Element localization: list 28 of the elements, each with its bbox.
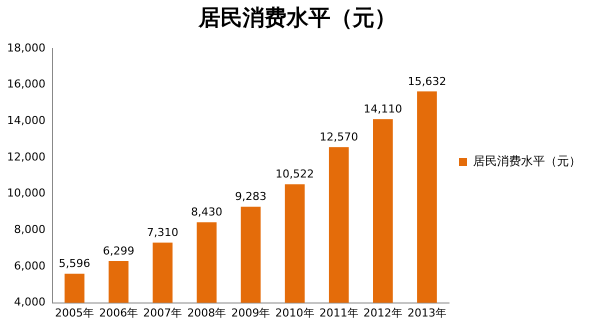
data-label: 10,522 [276,168,314,181]
y-tick-label: 4,000 [14,296,46,309]
x-tick-label: 2010年 [275,306,314,320]
y-tick-label: 6,000 [14,259,46,272]
chart-title: 居民消费水平（元） [198,4,396,31]
data-label: 12,570 [320,130,358,144]
legend-label: 居民消费水平（元） [473,154,581,168]
x-tick-label: 2013年 [407,306,446,320]
data-label: 9,283 [234,190,266,204]
y-tick-label: 14,000 [6,114,46,127]
data-label: 15,632 [408,74,446,88]
x-tick-label: 2012年 [363,306,402,320]
x-tick-label: 2005年 [55,306,94,320]
data-label: 5,596 [58,257,90,270]
data-label: 7,310 [146,226,178,240]
y-tick-label: 8,000 [14,222,46,236]
x-tick-label: 2008年 [187,306,226,320]
x-tick-label: 2006年 [99,306,138,320]
y-tick-label: 10,000 [6,186,46,200]
y-tick-label: 12,000 [6,150,46,164]
x-tick-label: 2011年 [319,306,358,320]
y-tick-label: 16,000 [6,78,46,91]
y-tick-label: 18,000 [6,41,46,54]
data-label: 6,299 [102,244,134,258]
x-tick-label: 2009年 [231,306,270,320]
data-label: 8,430 [190,206,222,219]
x-tick-label: 2007年 [143,306,182,320]
data-label: 14,110 [364,102,402,116]
